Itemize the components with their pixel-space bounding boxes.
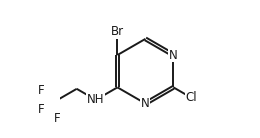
Text: NH: NH: [87, 93, 105, 106]
Text: N: N: [169, 49, 178, 62]
Text: Br: Br: [111, 25, 124, 38]
Text: F: F: [54, 112, 61, 125]
Text: Cl: Cl: [185, 91, 197, 104]
Text: F: F: [38, 103, 44, 116]
Text: F: F: [38, 84, 44, 97]
Text: N: N: [141, 97, 150, 110]
